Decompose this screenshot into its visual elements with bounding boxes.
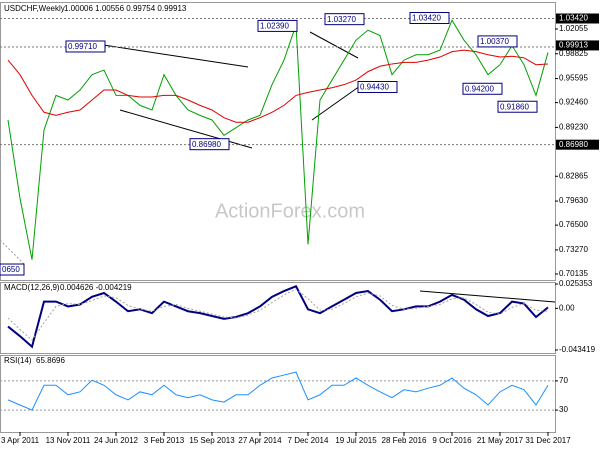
panel-title: MACD(12,26,9) <box>4 283 60 292</box>
annotation-box <box>357 81 398 94</box>
trendline <box>311 85 361 121</box>
price-label: 0.86980 <box>559 140 588 149</box>
y-tick-label: 0.98825 <box>559 49 588 58</box>
trendlines <box>96 31 556 303</box>
trendline <box>119 109 253 149</box>
annotation-box <box>257 19 298 32</box>
trendline <box>419 290 556 303</box>
y-tick-label: 0.00 <box>559 303 575 312</box>
annotation-box <box>65 40 106 53</box>
y-tick-label: 1.02055 <box>559 24 588 33</box>
rsi-panel <box>0 355 556 433</box>
x-tick-label: 21 May 2017 <box>477 436 524 445</box>
annotation-label: 0650 <box>2 265 20 274</box>
series-line <box>7 49 549 123</box>
annotation-label: 1.03420 <box>412 14 441 23</box>
y-tick-label: 0.79630 <box>559 196 588 205</box>
annotation-box <box>477 35 518 48</box>
x-tick-label: 31 Dec 2017 <box>525 436 571 445</box>
panel-subtitle: 65.8696 <box>36 356 65 365</box>
price-panel <box>0 2 556 281</box>
panel-title: RSI(14) <box>4 356 32 365</box>
x-tick-label: 27 Apr 2014 <box>238 436 282 445</box>
annotation-box <box>0 263 25 276</box>
annotation-box <box>324 13 365 26</box>
series-line <box>7 285 549 349</box>
annotation-label: 1.02390 <box>260 22 289 31</box>
y-tick-label: 0.76500 <box>559 220 588 229</box>
annotation-box <box>189 138 230 151</box>
price-label-box <box>556 139 599 150</box>
y-tick-label: 0.70135 <box>559 269 588 278</box>
annotation-box <box>462 82 503 95</box>
annotation-label: 1.03270 <box>327 15 356 24</box>
y-tick-label: 30 <box>559 405 568 414</box>
x-tick-label: 24 Jun 2012 <box>94 436 139 445</box>
annotation-label: 0.94200 <box>465 84 494 93</box>
x-tick-label: 19 Jul 2015 <box>335 436 377 445</box>
price-label-box <box>556 40 599 51</box>
annotation-label: 1.00370 <box>480 37 509 46</box>
chart-subtitle: 1.00006 1.00556 0.99754 0.99913 <box>64 4 187 13</box>
annotation-box <box>409 12 450 25</box>
x-tick-label: 28 Feb 2016 <box>382 436 427 445</box>
price-label: 1.03420 <box>559 14 588 23</box>
price-label-box <box>556 13 599 24</box>
annotation-label: 0.99710 <box>68 42 97 51</box>
annotation-box <box>497 100 538 113</box>
annotation-label: 0.91860 <box>500 102 529 111</box>
series-line <box>7 371 549 411</box>
trendline <box>309 31 359 59</box>
x-tick-label: 7 Dec 2014 <box>288 436 329 445</box>
watermark: ActionForex.com <box>215 200 365 222</box>
series-line <box>7 288 549 341</box>
x-tick-label: 9 Oct 2016 <box>432 436 472 445</box>
macd-panel <box>0 282 556 354</box>
y-tick-label: -0.043419 <box>559 345 596 354</box>
x-tick-label: 15 Sep 2013 <box>189 436 235 445</box>
y-tick-label: 0.92460 <box>559 98 588 107</box>
x-tick-label: 3 Feb 2013 <box>144 436 185 445</box>
trendline <box>96 43 249 68</box>
panel-subtitle: 0.004626 -0.004219 <box>60 283 132 292</box>
price-label: 0.99913 <box>559 41 588 50</box>
y-tick-label: 70 <box>559 376 568 385</box>
y-tick-label: 0.82865 <box>559 171 588 180</box>
y-tick-label: 0.95595 <box>559 74 588 83</box>
annotation-label: 0.94430 <box>360 83 389 92</box>
y-tick-label: 0.73270 <box>559 245 588 254</box>
x-tick-label: 13 Nov 2011 <box>46 436 91 445</box>
x-tick-label: 3 Apr 2011 <box>1 436 40 445</box>
annotation-label: 0.86980 <box>192 140 221 149</box>
chart-title: USDCHF,Weekly <box>4 4 65 13</box>
trendline <box>0 239 26 266</box>
series-line <box>7 19 549 260</box>
y-tick-label: 0.025353 <box>559 279 593 288</box>
y-tick-label: 0.89230 <box>559 123 588 132</box>
